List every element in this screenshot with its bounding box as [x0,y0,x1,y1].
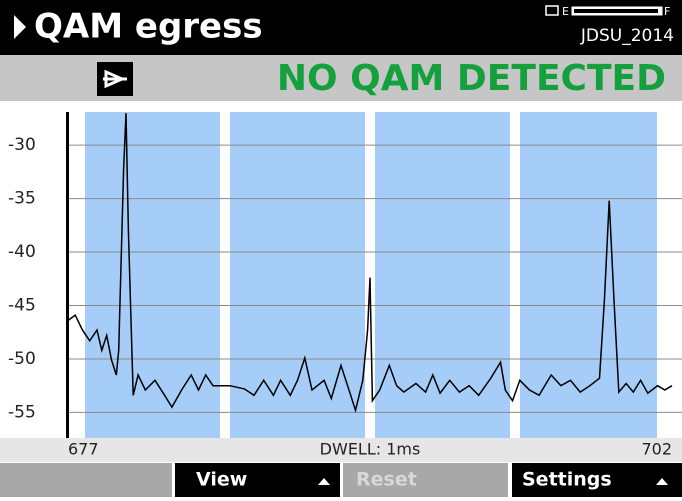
title: QAM egress [34,7,263,47]
channel-band [520,112,657,438]
softkey-arrow [318,478,330,485]
dwell-label: DWELL: 1ms [320,440,421,459]
status-message: NO QAM DETECTED [277,58,666,99]
softkey-view[interactable] [175,463,340,497]
channel-band [230,112,365,438]
x-tick-label: 677 [68,440,99,459]
battery-gauge-inner [574,9,658,13]
title-bar [0,0,682,55]
y-axis-line [66,112,69,438]
softkey-label: Reset [356,469,417,491]
title-arrow [14,15,26,39]
x-tick-label: 702 [641,440,672,459]
battery-cap [545,5,559,16]
y-tick-label: -30 [8,135,36,155]
y-tick-label: -35 [8,189,36,209]
trace-line [67,113,673,414]
softkey-blank [0,463,172,497]
battery-full: F [664,5,670,18]
softkey-settings[interactable] [512,463,682,497]
battery-empty: E [562,5,569,18]
y-tick-label: -45 [8,296,36,316]
softkey-label: Settings [522,469,612,491]
y-tick-label: -50 [8,349,36,369]
softkey-reset[interactable] [343,463,508,497]
softkey-label: View [196,469,247,491]
y-tick-label: -55 [8,402,36,422]
y-tick-label: -40 [8,242,36,262]
x-label-row [0,438,682,462]
device-name: JDSU_2014 [580,26,674,46]
softkey-arrow [656,478,668,485]
